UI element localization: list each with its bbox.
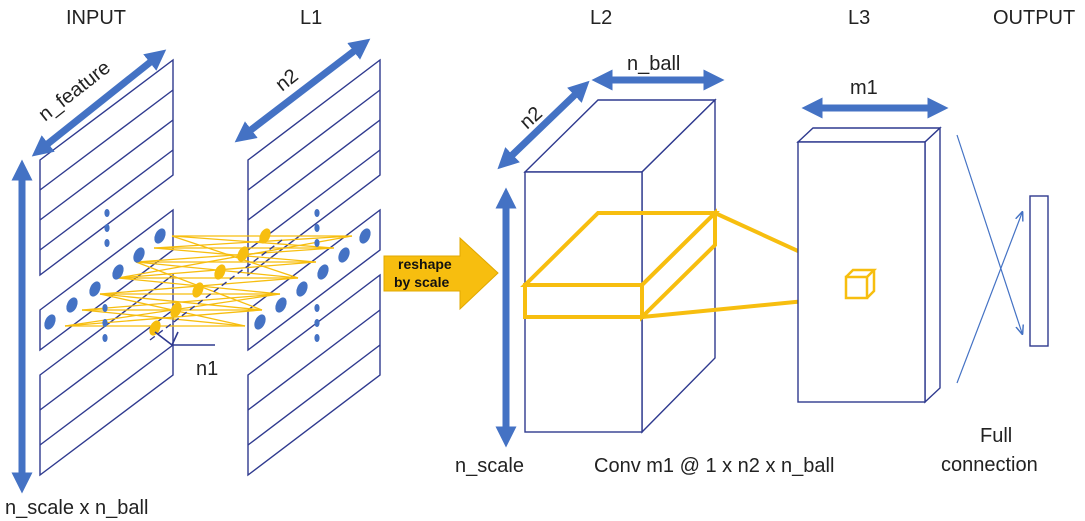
l3-block: [796, 126, 942, 404]
input-to-l1-connections: [64, 235, 353, 327]
reshape-label-line2: by scale: [394, 274, 449, 290]
l1-n2-arrow: [234, 38, 371, 143]
output-title: OUTPUT: [993, 7, 1075, 29]
reshape-arrow: reshape by scale: [383, 236, 499, 311]
n1-brace: [154, 331, 215, 347]
l1-bottom-panel: [247, 273, 381, 477]
l2-block: [523, 98, 717, 434]
l3-title: L3: [848, 7, 870, 29]
input-layer: [39, 58, 174, 477]
l1-title: L1: [300, 7, 322, 29]
n-scale-label: n_scale: [455, 455, 524, 477]
n1-dashed-axis: [149, 239, 283, 341]
input-title: INPUT: [66, 7, 126, 29]
intermediate-nodes: [149, 228, 271, 336]
full-connection-label-line1: Full: [980, 425, 1012, 447]
l3-output-cube: [844, 268, 878, 300]
n-scale-x-n-ball-label: n_scale x n_ball: [5, 497, 148, 519]
reshape-label-line1: reshape: [398, 256, 452, 272]
full-connection-label-line2: connection: [941, 454, 1038, 476]
l1-middle-panel: [247, 208, 381, 352]
m1-label: m1: [850, 77, 878, 99]
l2-n2-arrow: [497, 80, 590, 170]
n1-label: n1: [196, 358, 218, 380]
conv-label: Conv m1 @ 1 x n2 x n_ball: [594, 455, 834, 477]
n-ball-label: n_ball: [627, 53, 680, 75]
l2-title: L2: [590, 7, 612, 29]
full-connection-lines: [956, 134, 1022, 384]
input-nodes: [44, 209, 166, 342]
output-layer: [1029, 195, 1049, 347]
l1-nodes: [254, 209, 371, 342]
n-feature-arrow: [31, 49, 167, 157]
